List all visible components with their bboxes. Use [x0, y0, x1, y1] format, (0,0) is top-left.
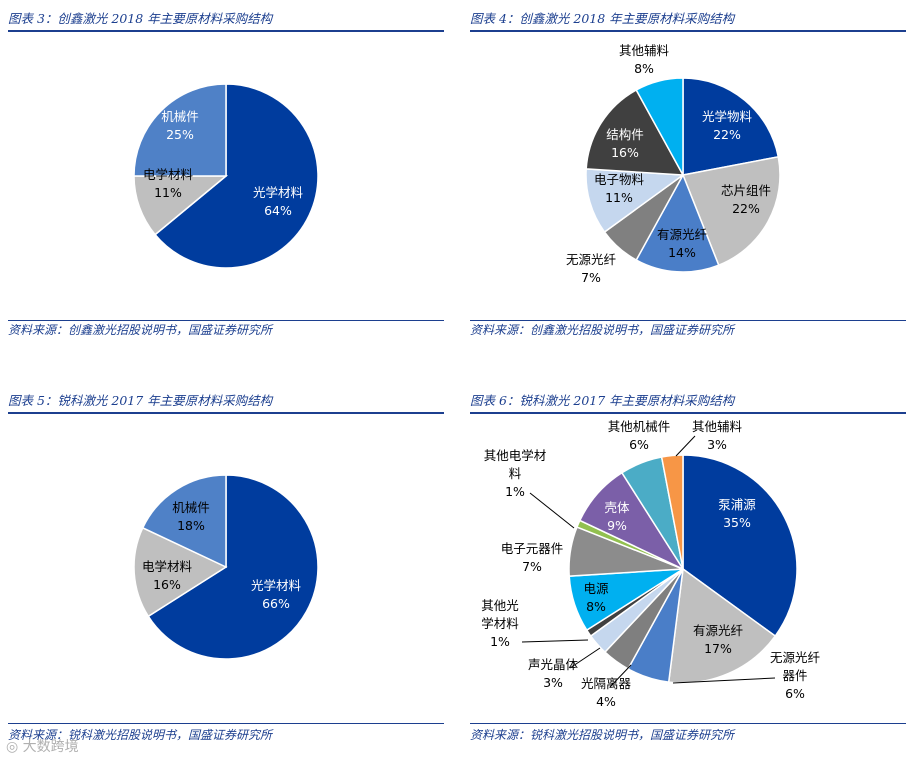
slice-label-壳体: 壳体 9%	[604, 500, 630, 533]
chart-panel-4: 图表 4：创鑫激光 2018 年主要原材料采购结构 光学物料 22% 芯片组件 22%…	[470, 8, 906, 338]
slice-label-有源光纤: 有源光纤 14%	[657, 227, 708, 260]
source-rule	[470, 320, 906, 321]
slice-label-电子元器件: 电子元器件 7%	[501, 541, 564, 574]
pie-slice-光学物料	[682, 77, 780, 176]
source-rule	[8, 320, 444, 321]
chart-source: 资料来源：创鑫激光招股说明书，国盛证券研究所	[470, 323, 735, 337]
chart-title: 图表 6：锐科激光 2017 年主要原材料采购结构	[470, 393, 735, 408]
slice-label-机械件: 机械件 18%	[172, 500, 210, 533]
slice-label-无源光纤器件: 无源光纤器件 6%	[770, 650, 821, 701]
pie-slice-结构件	[585, 88, 685, 176]
title-rule	[8, 412, 444, 414]
chart-title: 图表 5：锐科激光 2017 年主要原材料采购结构	[8, 393, 273, 408]
slice-label-其他辅料: 其他辅料 8%	[619, 43, 670, 76]
slice-label-电学材料: 电学材料 11%	[143, 167, 194, 200]
pie-slice-其他辅料	[660, 454, 684, 570]
slice-label-光隔离器: 光隔离器 4%	[581, 676, 632, 709]
slice-label-电学材料: 电学材料 16%	[142, 559, 193, 592]
pie-slice-电学材料	[133, 526, 228, 618]
pie-slice-机械件	[133, 83, 227, 177]
source-rule	[8, 723, 444, 724]
title-rule	[470, 412, 906, 414]
pie-slice-泵浦源	[682, 454, 798, 638]
leader-line	[675, 435, 696, 457]
pie-slice-光学材料	[147, 474, 319, 660]
slice-label-其他电学材料: 其他电学材料 1%	[484, 448, 547, 499]
slice-label-光学物料: 光学物料 22%	[702, 109, 753, 142]
leader-line	[672, 677, 776, 684]
slice-label-光学材料: 光学材料 64%	[253, 185, 304, 218]
pie-chart: 光学材料 66% 电学材料 16% 机械件 18%	[133, 474, 319, 660]
source-rule	[470, 723, 906, 724]
slice-label-芯片组件: 芯片组件 22%	[721, 183, 771, 216]
pie-slice-机械件	[141, 474, 227, 569]
pie-chart: 光学材料 64% 电学材料 11% 机械件 25%	[133, 83, 319, 269]
chart-source: 资料来源：创鑫激光招股说明书，国盛证券研究所	[8, 323, 273, 337]
chart-source: 资料来源：锐科激光招股说明书，国盛证券研究所	[8, 728, 273, 742]
slice-label-声光晶体: 声光晶体 3%	[528, 657, 579, 690]
chart-panel-3: 图表 3：创鑫激光 2018 年主要原材料采购结构 光学材料 64% 电学材料 11%…	[8, 8, 444, 338]
pie-slice-其他辅料	[635, 77, 684, 176]
chart-source: 资料来源：锐科激光招股说明书，国盛证券研究所	[470, 728, 735, 742]
chart-title: 图表 4：创鑫激光 2018 年主要原材料采购结构	[470, 11, 735, 26]
leader-line	[609, 664, 632, 688]
leader-line	[529, 492, 575, 529]
slice-label-电源: 电源 8%	[583, 581, 609, 614]
chart-title: 图表 3：创鑫激光 2018 年主要原材料采购结构	[8, 11, 273, 26]
pie-slice-有源光纤	[635, 173, 720, 273]
slice-label-无源光纤: 无源光纤 7%	[566, 252, 617, 285]
pie-slice-芯片组件	[681, 155, 781, 267]
slice-label-其他辅料: 其他辅料 3%	[692, 419, 743, 452]
chart-panel-5: 图表 5：锐科激光 2017 年主要原材料采购结构 光学材料 66% 电学材料 16%…	[8, 390, 444, 750]
pie-slice-光学材料	[154, 83, 319, 269]
chart-panel-6: 图表 6：锐科激光 2017 年主要原材料采购结构 泵浦源 35% 有源光纤 17% 无…	[470, 390, 906, 750]
title-rule	[8, 30, 444, 32]
pie-chart: 光学物料 22% 芯片组件 22% 有源光纤 14% 无源光纤 7% 电子物料 11% 结构件 16%…	[566, 43, 781, 285]
slice-label-机械件: 机械件 25%	[161, 109, 199, 142]
slice-label-泵浦源: 泵浦源 35%	[718, 497, 756, 530]
slice-label-结构件: 结构件 16%	[606, 127, 644, 160]
slice-label-电子物料: 电子物料 11%	[594, 172, 645, 205]
slice-label-有源光纤: 有源光纤 17%	[693, 623, 744, 656]
title-rule	[470, 30, 906, 32]
slice-label-光学材料: 光学材料 66%	[251, 578, 302, 611]
leader-line	[569, 647, 601, 669]
watermark: ◎ 大数跨境	[6, 739, 79, 755]
pie-chart: 泵浦源 35% 有源光纤 17% 无源光纤器件 6% 光隔离器 4%声光晶体 3% 其他光学材料 1…	[481, 419, 821, 709]
slice-label-其他光学材料: 其他光学材料 1%	[481, 598, 519, 649]
pie-slice-电子物料	[585, 168, 686, 234]
leader-line	[521, 639, 589, 643]
slice-label-其他机械件: 其他机械件 6%	[608, 419, 671, 452]
